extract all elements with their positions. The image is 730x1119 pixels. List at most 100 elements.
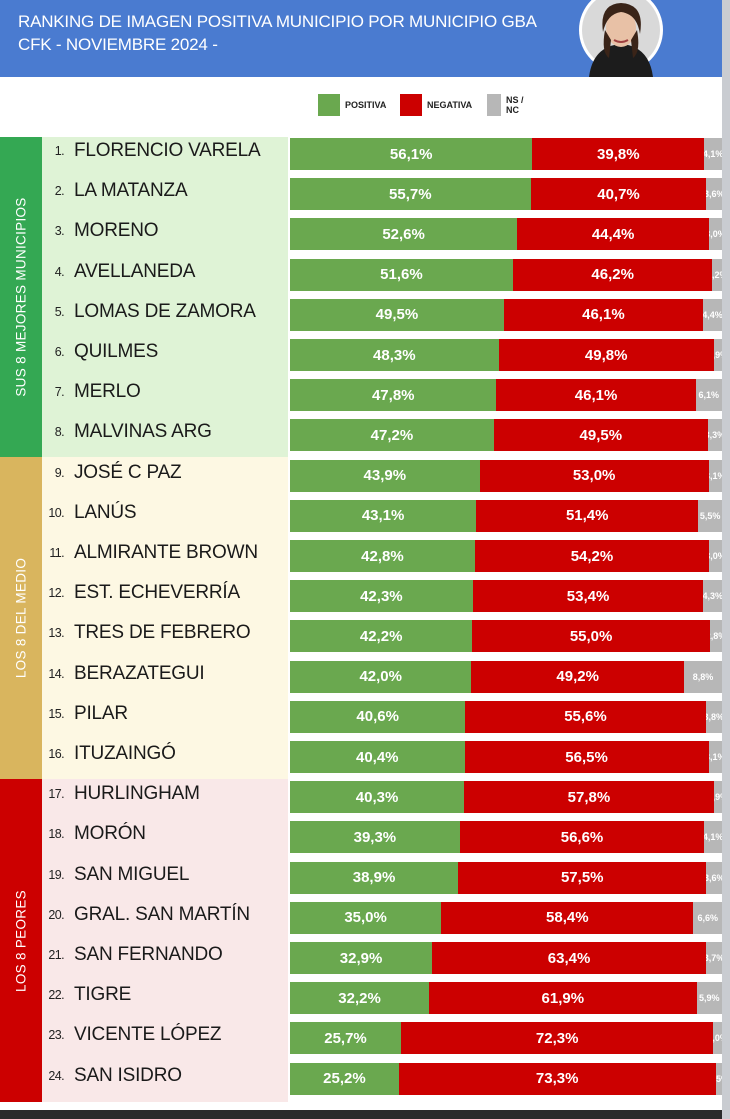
bar-segment-positiva: 43,1% bbox=[290, 499, 477, 532]
rank-number: 22. bbox=[48, 988, 64, 1003]
bar-segment-negativa: 63,4% bbox=[432, 942, 706, 974]
bar-segment-nsnc: 1,5% bbox=[715, 1062, 722, 1095]
stacked-bar: 35,0% 58,4% 6,6% bbox=[290, 901, 722, 934]
rank-number: 24. bbox=[48, 1068, 64, 1083]
bar-segment-nsnc: 4,4% bbox=[702, 298, 722, 331]
stacked-bar: 49,5% 46,1% 4,4% bbox=[290, 298, 722, 331]
bar-segment-nsnc: 3,1% bbox=[708, 741, 722, 773]
data-label-negativa: 57,5% bbox=[560, 869, 604, 887]
bar-segment-nsnc: 3,3% bbox=[707, 419, 722, 452]
bar-segment-positiva: 43,9% bbox=[290, 459, 480, 492]
legend-label-nsnc: NS / NC bbox=[506, 95, 524, 115]
municipality-name: LOMAS DE ZAMORA bbox=[74, 300, 256, 322]
legend-swatch-negativa bbox=[400, 94, 422, 116]
bar-segment-negativa: 46,1% bbox=[496, 379, 696, 412]
data-label-nsnc: 4,4% bbox=[702, 309, 722, 320]
data-label-positiva: 40,6% bbox=[356, 708, 399, 726]
data-label-nsnc: 3,6% bbox=[706, 872, 722, 883]
bar-segment-positiva: 39,3% bbox=[290, 821, 460, 854]
legend-item-positiva: POSITIVA bbox=[318, 94, 386, 116]
municipality-name: GRAL. SAN MARTÍN bbox=[74, 903, 250, 925]
stacked-bar: 47,8% 46,1% 6,1% bbox=[290, 379, 722, 412]
group-band-worst: LOS 8 PEORES bbox=[0, 779, 42, 1102]
stacked-bar: 47,2% 49,5% 3,3% bbox=[290, 419, 722, 452]
bar-segment-positiva: 40,6% bbox=[290, 700, 466, 733]
table-row: 9. JOSÉ C PAZ 43,9% 53,0% 3,1% bbox=[0, 456, 722, 496]
bar-segment-nsnc: 6,6% bbox=[693, 901, 722, 934]
rank-number: 6. bbox=[54, 345, 65, 359]
bar-segment-nsnc: 1,9% bbox=[713, 339, 722, 371]
data-label-nsnc: 3,3% bbox=[708, 430, 722, 441]
data-label-positiva: 35,0% bbox=[344, 909, 387, 927]
bar-segment-nsnc: 3,7% bbox=[706, 942, 722, 974]
rank-number: 18. bbox=[48, 827, 64, 842]
bar-segment-nsnc: 3,6% bbox=[706, 178, 722, 211]
rank-number: 13. bbox=[48, 626, 64, 641]
table-row: 11. ALMIRANTE BROWN 42,8% 54,2% 3,0% bbox=[0, 536, 722, 576]
bar-segment-positiva: 40,4% bbox=[290, 741, 465, 773]
data-label-positiva: 39,3% bbox=[353, 828, 397, 846]
bar-segment-positiva: 55,7% bbox=[290, 178, 531, 211]
municipality-name: MORÓN bbox=[74, 823, 146, 845]
bar-segment-nsnc: 3,1% bbox=[708, 459, 722, 492]
data-label-nsnc: 4,3% bbox=[703, 591, 722, 602]
bar-segment-positiva: 25,2% bbox=[290, 1062, 399, 1095]
bar-segment-negativa: 39,8% bbox=[532, 138, 705, 170]
table-row: 7. MERLO 47,8% 46,1% 6,1% bbox=[0, 375, 722, 415]
table-row: 19. SAN MIGUEL 38,9% 57,5% 3,6% bbox=[0, 858, 722, 898]
rank-number: 14. bbox=[48, 666, 64, 681]
data-label-positiva: 49,5% bbox=[375, 306, 419, 324]
table-row: 6. QUILMES 48,3% 49,8% 1,9% bbox=[0, 335, 722, 375]
table-row: 15. PILAR 40,6% 55,6% 3,8% bbox=[0, 697, 722, 737]
municipality-name: SAN MIGUEL bbox=[74, 863, 190, 885]
table-row: 21. SAN FERNANDO 32,9% 63,4% 3,7% bbox=[0, 938, 722, 978]
municipality-name: JOSÉ C PAZ bbox=[74, 461, 182, 483]
table-row: 5. LOMAS DE ZAMORA 49,5% 46,1% 4,4% bbox=[0, 295, 722, 335]
scroll-edge bbox=[722, 0, 730, 1119]
data-label-nsnc: 3,0% bbox=[709, 551, 722, 561]
data-label-positiva: 25,2% bbox=[323, 1070, 366, 1088]
bar-segment-nsnc: 4,1% bbox=[704, 821, 722, 854]
bar-segment-positiva: 38,9% bbox=[290, 861, 459, 894]
bar-segment-positiva: 47,2% bbox=[290, 419, 494, 452]
data-label-positiva: 55,7% bbox=[389, 185, 432, 203]
municipality-name: TIGRE bbox=[74, 984, 132, 1006]
data-label-negativa: 44,4% bbox=[591, 225, 635, 243]
bar-segment-nsnc: 4,1% bbox=[704, 138, 722, 170]
bar-segment-positiva: 42,2% bbox=[290, 620, 473, 653]
data-label-negativa: 55,6% bbox=[564, 708, 607, 726]
stacked-bar: 42,0% 49,2% 8,8% bbox=[290, 660, 722, 693]
stacked-bar: 32,9% 63,4% 3,7% bbox=[290, 942, 722, 974]
bar-segment-nsnc: 2,8% bbox=[709, 620, 722, 653]
rank-number: 9. bbox=[54, 465, 65, 480]
data-label-negativa: 55,0% bbox=[569, 627, 613, 645]
data-label-positiva: 42,0% bbox=[359, 668, 402, 686]
table-row: 1. FLORENCIO VARELA 56,1% 39,8% 4,1% bbox=[0, 134, 722, 174]
stacked-bar: 39,3% 56,6% 4,1% bbox=[290, 821, 722, 854]
stacked-bar: 38,9% 57,5% 3,6% bbox=[290, 861, 722, 894]
rank-number: 16. bbox=[48, 747, 64, 761]
bar-segment-negativa: 49,8% bbox=[498, 339, 714, 371]
group-band-middle: LOS 8 DEL MEDIO bbox=[0, 457, 42, 779]
data-label-negativa: 53,0% bbox=[572, 467, 616, 485]
data-label-positiva: 32,9% bbox=[339, 949, 383, 967]
rank-number: 1. bbox=[54, 144, 65, 158]
bar-segment-positiva: 25,7% bbox=[290, 1022, 402, 1055]
table-row: 17. HURLINGHAM 40,3% 57,8% 1,9% bbox=[0, 777, 722, 817]
municipality-name: ALMIRANTE BROWN bbox=[74, 542, 258, 563]
bar-segment-positiva: 42,8% bbox=[290, 540, 475, 572]
municipality-name: HURLINGHAM bbox=[74, 783, 200, 805]
data-label-negativa: 46,1% bbox=[582, 306, 625, 324]
data-label-positiva: 25,7% bbox=[324, 1029, 367, 1047]
title-line-2: CFK - NOVIEMBRE 2024 - bbox=[18, 35, 218, 54]
chart-title: RANKING DE IMAGEN POSITIVA MUNICIPIO POR… bbox=[18, 10, 537, 56]
data-label-positiva: 47,2% bbox=[370, 426, 414, 444]
bar-segment-positiva: 32,9% bbox=[290, 942, 433, 974]
stacked-bar: 43,9% 53,0% 3,1% bbox=[290, 459, 722, 492]
data-label-positiva: 38,9% bbox=[352, 869, 396, 887]
municipality-name: BERAZATEGUI bbox=[74, 662, 205, 684]
data-label-nsnc: 6,1% bbox=[698, 390, 720, 401]
data-label-nsnc: 1,9% bbox=[714, 350, 722, 360]
municipality-name: ITUZAINGÓ bbox=[74, 743, 176, 764]
stacked-bar: 42,3% 53,4% 4,3% bbox=[290, 580, 722, 613]
